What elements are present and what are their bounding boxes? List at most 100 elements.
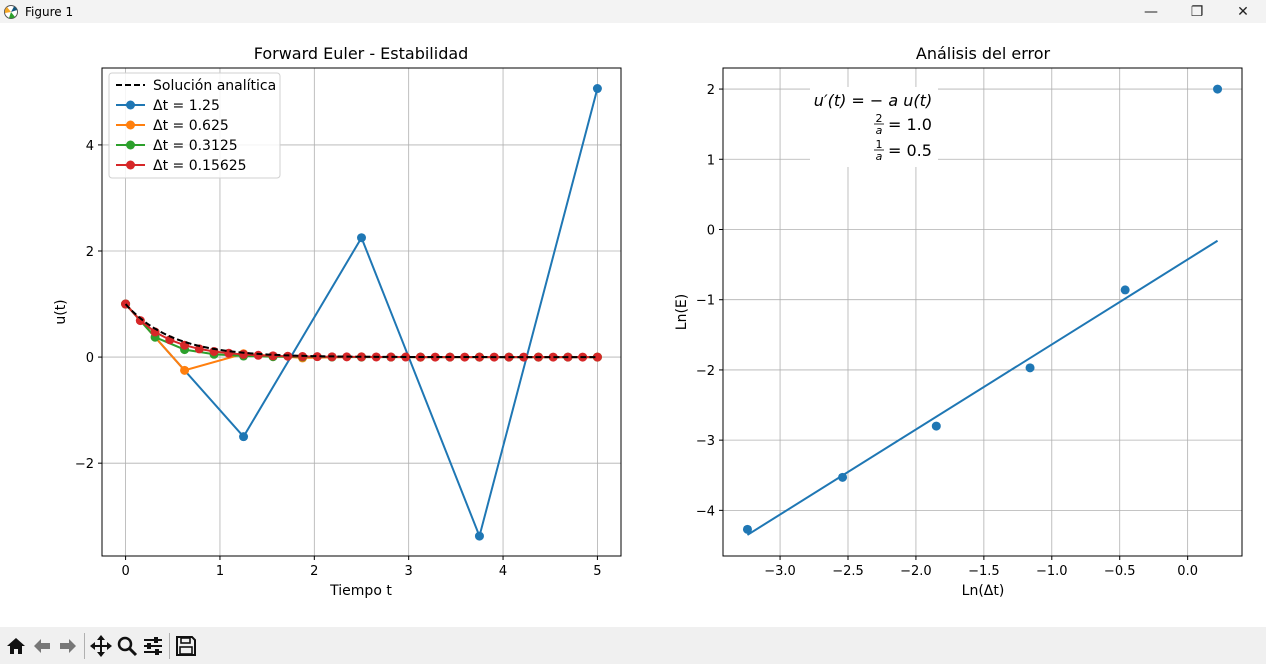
plot-frame — [101, 67, 622, 557]
maximize-button[interactable]: ❐ — [1190, 3, 1204, 20]
legend-marker — [126, 120, 135, 130]
series-group — [742, 84, 1223, 536]
chart-title: Análisis del error — [916, 44, 1051, 63]
data-point — [430, 352, 440, 362]
data-point — [519, 352, 529, 362]
back-icon — [34, 638, 50, 653]
pan-button[interactable] — [88, 631, 114, 661]
data-point — [268, 351, 278, 361]
data-point — [474, 352, 484, 362]
configure-subplots-icon — [144, 636, 162, 655]
x-tick-label: 0 — [121, 564, 129, 579]
y-axis-label: u(t) — [53, 299, 69, 324]
y-tick-label: 1 — [707, 153, 715, 168]
toolbar-separator — [169, 632, 170, 659]
fit-line — [746, 239, 1219, 536]
error-analysis-chart: Análisis del error −3.0 −2.5 −2.0 −1.5 −1.0−… — [674, 44, 1243, 599]
data-point — [1025, 363, 1035, 373]
navigation-toolbar — [0, 627, 1266, 664]
y-tick-label: 0 — [86, 351, 94, 366]
chart-title: Forward Euler - Estabilidad — [254, 44, 469, 63]
legend-marker — [126, 100, 135, 110]
equation-value: = 0.5 — [888, 141, 932, 160]
y-tick-label: −1 — [696, 294, 715, 309]
forward-button[interactable] — [55, 631, 81, 661]
x-tick-label: −1.0 — [1036, 564, 1068, 579]
x-tick-label: 1 — [216, 564, 224, 579]
data-point — [357, 233, 366, 243]
y-tick-label: 4 — [86, 139, 94, 154]
grid — [102, 68, 621, 556]
series-group — [121, 84, 602, 541]
x-axis-ticks: −3.0 −2.5 −2.0 −1.5 −1.0 −0.5 0.0 — [764, 556, 1198, 579]
x-tick-label: −2.5 — [832, 564, 864, 579]
data-point — [742, 524, 752, 534]
zoom-button[interactable] — [114, 631, 140, 661]
window-titlebar: Figure 1 — ❐ ✕ — [0, 0, 1266, 23]
data-point — [592, 352, 602, 362]
fraction-denominator: a — [876, 124, 883, 137]
annotation-background — [810, 87, 938, 167]
legend: Solución analítica Δt = 1.25 Δt = 0.625 … — [108, 72, 281, 179]
forward-icon — [60, 638, 76, 653]
data-point — [931, 421, 941, 431]
plot-frame — [722, 67, 1243, 557]
data-point — [239, 432, 249, 442]
window-title: Figure 1 — [25, 4, 74, 19]
home-button[interactable] — [3, 631, 29, 661]
x-tick-label: 2 — [310, 564, 318, 579]
x-tick-label: 5 — [593, 564, 601, 579]
data-point — [548, 352, 558, 362]
figure-canvas: Forward Euler - Estabilidad 0 1 2 3 4 5 −2 0 2 4… — [0, 23, 1266, 627]
legend-label: Δt = 0.15625 — [153, 158, 247, 174]
pan-icon — [90, 634, 112, 657]
y-tick-label: −2 — [75, 457, 94, 472]
y-tick-label: −3 — [696, 434, 715, 449]
y-tick-label: 2 — [86, 245, 94, 260]
analytic-solution-line — [124, 303, 598, 359]
data-point — [194, 344, 204, 354]
fraction-denominator: a — [876, 150, 883, 163]
minimize-button[interactable]: — — [1144, 3, 1158, 20]
x-tick-label: 0.0 — [1177, 564, 1198, 579]
x-axis-ticks: 0 1 2 3 4 5 — [121, 556, 602, 579]
x-tick-label: −2.0 — [900, 564, 932, 579]
legend-marker — [126, 140, 135, 150]
x-tick-label: −0.5 — [1104, 564, 1136, 579]
close-button[interactable]: ✕ — [1237, 3, 1249, 20]
data-point — [357, 352, 366, 362]
back-button[interactable] — [29, 631, 55, 661]
data-point — [838, 472, 848, 482]
data-point — [239, 349, 249, 359]
zoom-icon — [117, 636, 138, 656]
fraction-numerator: 1 — [876, 138, 883, 151]
x-axis-label: Ln(Δt) — [962, 583, 1005, 599]
x-tick-label: 4 — [499, 564, 507, 579]
stability-chart: Forward Euler - Estabilidad 0 1 2 3 4 5 −2 0 2 4… — [53, 44, 622, 599]
save-button[interactable] — [173, 631, 199, 661]
data-point — [592, 84, 602, 94]
data-point — [386, 352, 396, 362]
save-icon — [176, 635, 196, 656]
y-axis-ticks: −4 −3 −2 −1 0 1 2 — [696, 83, 723, 519]
figure-svg: Forward Euler - Estabilidad 0 1 2 3 4 5 −2 0 2 4… — [53, 44, 1243, 599]
equation-value: = 1.0 — [888, 115, 932, 134]
x-axis-label: Tiempo t — [329, 583, 392, 599]
y-axis-label: Ln(E) — [674, 294, 690, 330]
x-tick-label: −3.0 — [764, 564, 796, 579]
data-point — [1213, 84, 1223, 94]
configure-subplots-button[interactable] — [140, 631, 166, 661]
x-tick-label: 3 — [405, 564, 413, 579]
data-point — [1120, 285, 1130, 295]
data-point — [135, 316, 145, 326]
legend-entry-dt-2: Δt = 0.625 — [116, 118, 229, 134]
legend-label: Δt = 1.25 — [153, 98, 220, 114]
data-point — [253, 350, 263, 360]
toolbar-separator — [84, 632, 85, 659]
home-icon — [7, 637, 25, 654]
y-tick-label: 0 — [707, 223, 715, 238]
legend-label: Δt = 0.3125 — [153, 138, 238, 154]
equation-line: u′(t) = − a u(t) — [814, 91, 932, 110]
y-axis-ticks: −2 0 2 4 — [75, 139, 102, 472]
fraction-numerator: 2 — [876, 112, 883, 125]
